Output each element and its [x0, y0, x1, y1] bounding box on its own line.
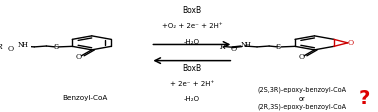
Text: BoxB: BoxB: [182, 6, 201, 15]
Text: +O₂ + 2e⁻ + 2H⁺: +O₂ + 2e⁻ + 2H⁺: [161, 23, 222, 29]
Text: S: S: [53, 43, 58, 51]
Text: ?: ?: [359, 89, 370, 108]
Text: O: O: [231, 45, 237, 53]
Text: H: H: [245, 41, 251, 50]
Text: O: O: [8, 45, 14, 53]
Text: BoxB: BoxB: [182, 64, 201, 73]
Text: Benzoyl-CoA: Benzoyl-CoA: [62, 95, 107, 101]
Text: N: N: [241, 41, 247, 50]
Text: + 2e⁻ + 2H⁺: + 2e⁻ + 2H⁺: [170, 81, 214, 87]
Text: O: O: [298, 53, 304, 61]
Text: H: H: [22, 41, 28, 50]
Text: (2S,3R)-epoxy-benzoyl-CoA: (2S,3R)-epoxy-benzoyl-CoA: [258, 87, 347, 94]
Text: N: N: [18, 41, 24, 50]
Text: R: R: [0, 43, 2, 51]
Text: O: O: [347, 39, 353, 47]
Text: -H₂O: -H₂O: [184, 96, 200, 102]
Text: (2R,3S)-epoxy-benzoyl-CoA: (2R,3S)-epoxy-benzoyl-CoA: [258, 104, 347, 110]
Text: or: or: [299, 96, 306, 102]
Text: -H₂O: -H₂O: [184, 39, 200, 45]
Text: O: O: [76, 53, 82, 61]
Text: S: S: [276, 43, 281, 51]
Text: R: R: [219, 43, 225, 51]
